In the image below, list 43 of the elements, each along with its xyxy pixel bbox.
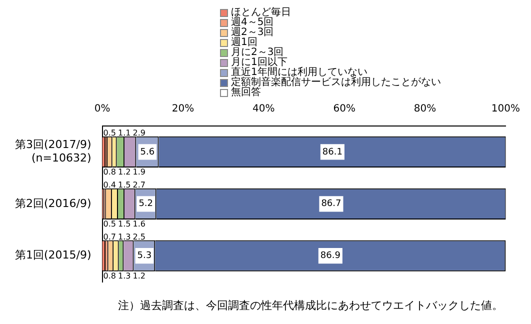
x-tick-label: 100%	[491, 104, 520, 115]
legend-label: 定額制音楽配信サービスは利用したことがない	[231, 77, 441, 88]
legend-label: 無回答	[231, 87, 261, 98]
text: 注）過去調査は、今回調査の性年代構成比にあわせてウエイトバックした値。	[118, 298, 504, 313]
data-label: 5.2	[138, 199, 154, 210]
data-label: 86.1	[322, 147, 342, 158]
legend-label: 月に2～3回	[231, 47, 284, 58]
data-label: 1.5	[118, 180, 131, 190]
data-label: 5.3	[137, 251, 152, 262]
data-label: 0.4	[103, 180, 116, 190]
data-label: 1.6	[132, 220, 146, 229]
y-tick-label: 第1回(2015/9)	[15, 248, 92, 262]
data-label: 2.9	[132, 128, 146, 138]
data-label: 1.5	[118, 220, 131, 229]
data-label: 1.1	[118, 128, 131, 138]
data-label: 1.3	[118, 232, 131, 242]
data-label: 2.7	[132, 180, 146, 190]
legend-label: 週2～3回	[231, 27, 274, 38]
data-label: 0.8	[103, 168, 116, 177]
data-label: 86.9	[320, 251, 341, 262]
data-label: 0.5	[103, 220, 116, 229]
y-tick-label: 第2回(2016/9)	[15, 196, 92, 210]
data-label: 0.7	[103, 232, 116, 242]
x-tick-label: 40%	[252, 104, 275, 115]
data-label: 0.8	[103, 271, 116, 280]
x-tick-label: 0%	[94, 104, 110, 115]
data-label: 2.5	[132, 232, 146, 242]
legend-label: 月に1回以下	[231, 57, 288, 68]
legend-label: 週1回	[231, 37, 258, 48]
legend-label: 週4～5回	[231, 17, 274, 28]
x-tick-label: 20%	[172, 104, 194, 115]
data-label: 1.2	[132, 271, 146, 280]
x-tick-label: 60%	[333, 104, 356, 115]
legend-label: ほとんど毎日	[231, 7, 291, 18]
data-label: 86.7	[321, 199, 342, 210]
x-tick-label: 80%	[414, 104, 436, 115]
data-label: 1.3	[118, 271, 131, 280]
data-label: 5.6	[140, 147, 155, 158]
legend-label: 直近1年間には利用していない	[231, 67, 368, 78]
y-tick-label: 第3回(2017/9) (n=10632)	[15, 138, 92, 164]
data-label: 0.5	[103, 128, 116, 138]
data-label: 1.9	[132, 168, 146, 177]
data-label: 1.2	[118, 168, 131, 177]
